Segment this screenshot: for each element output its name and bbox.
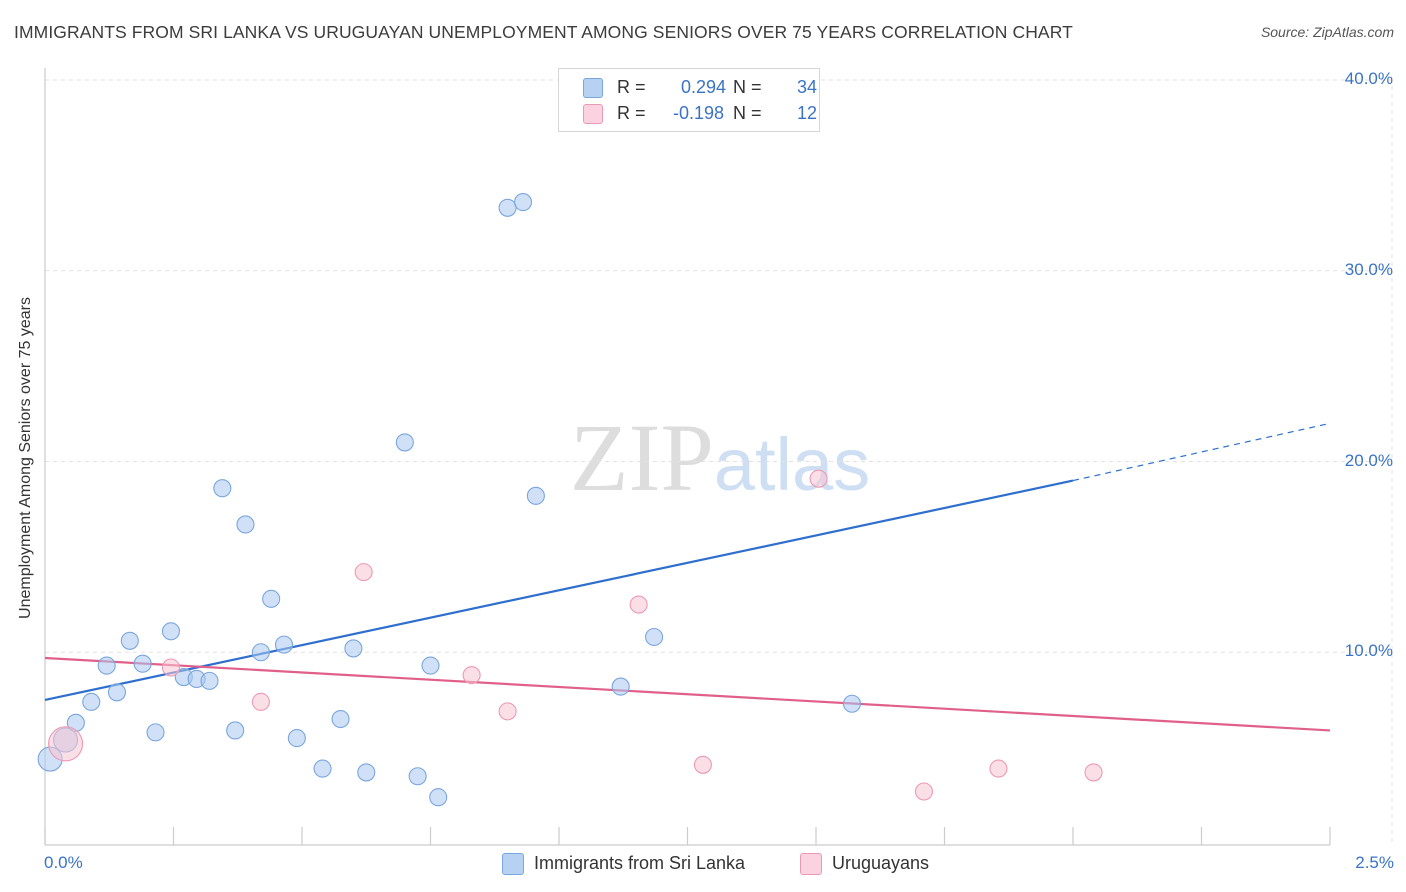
uruguayans-point-0 [48,726,84,762]
gridlines [45,78,1393,845]
legend-n-value: 34 [797,77,818,97]
watermark-zip: ZIP [570,404,714,511]
legend-r-value: -0.198 [673,103,725,123]
sri-lanka-point-24 [395,433,414,452]
axes [44,68,1331,846]
y-tick-label: 10.0% [1344,641,1393,661]
uruguayans-point-4 [462,666,481,685]
sri-lanka-point-16 [251,643,270,662]
sri-lanka-point-4 [97,656,116,675]
sri-lanka-point-25 [408,767,427,786]
uruguayans-point-7 [693,755,712,774]
trend-lines [44,422,1331,732]
sri-lanka-point-13 [213,479,232,498]
sri-lanka-point-5 [107,683,127,702]
watermark-atlas: atlas [714,423,870,506]
sri-lanka-point-30 [526,486,545,505]
sri-lanka-point-22 [344,639,363,658]
sri-lanka-point-19 [287,729,306,748]
uruguayans-point-1 [161,658,180,677]
legend-r-label: R = [617,77,646,97]
sri-lanka-point-6 [120,631,139,650]
sri-lanka-point-33 [842,694,862,713]
uruguayans-point-10 [989,759,1008,778]
legend-r-label: R = [617,103,646,123]
series-swatch-blue [502,853,524,875]
sri-lanka-point-15 [236,515,255,534]
sri-lanka-point-17 [262,589,281,608]
uruguayans-point-5 [498,702,517,721]
uruguayans-point-9 [914,782,933,801]
uruguayans-point-3 [354,563,373,582]
uruguayans-point-6 [629,595,648,614]
legend-r-value: 0.294 [681,77,727,97]
data-points [37,193,1103,807]
uruguayans-point-2 [251,692,270,711]
sri-lanka-point-23 [357,763,376,782]
legend-swatch-pink [583,104,603,124]
sri-lanka-point-20 [313,759,332,778]
series-swatch-pink [800,853,822,875]
uruguayans-point-8 [809,469,828,488]
sri-lanka-point-8 [146,723,165,742]
y-tick-label: 20.0% [1344,450,1393,470]
legend-swatch-blue [583,78,603,98]
sri-lanka-point-28 [498,198,517,217]
y-tick-label: 40.0% [1344,69,1393,88]
chart-title: IMMIGRANTS FROM SRI LANKA VS URUGUAYAN U… [14,22,1073,42]
trend-line-extension-0 [1072,422,1331,482]
sri-lanka-point-3 [82,692,101,711]
uruguayans-point-11 [1084,763,1103,782]
correlation-legend: R = 0.294 N = 34 R = -0.198 N = 12 [558,68,820,132]
sri-lanka-point-9 [161,622,180,641]
series-name: Immigrants from Sri Lanka [534,853,746,873]
sri-lanka-point-26 [421,656,440,675]
sri-lanka-point-29 [513,193,533,212]
trend-line-1 [44,656,1331,732]
series-name: Uruguayans [832,853,930,873]
sri-lanka-point-12 [200,671,219,690]
sri-lanka-point-14 [226,721,245,740]
sri-lanka-point-7 [133,654,152,673]
source-label: Source: ZipAtlas.com [1260,24,1394,40]
legend-n-value: 12 [797,103,818,123]
y-tick-label: 30.0% [1344,259,1393,279]
sri-lanka-point-21 [331,709,350,729]
x-tick-label-min: 0.0% [44,853,83,872]
sri-lanka-point-27 [429,788,448,807]
x-tick-label-max: 2.5% [1355,853,1394,872]
trend-line-0 [44,479,1074,702]
sri-lanka-point-32 [645,627,664,647]
legend-n-label: N = [733,77,762,97]
legend-n-label: N = [733,103,762,123]
sri-lanka-point-18 [274,635,294,654]
watermark: ZIPatlas [570,404,870,511]
sri-lanka-point-31 [611,677,630,696]
